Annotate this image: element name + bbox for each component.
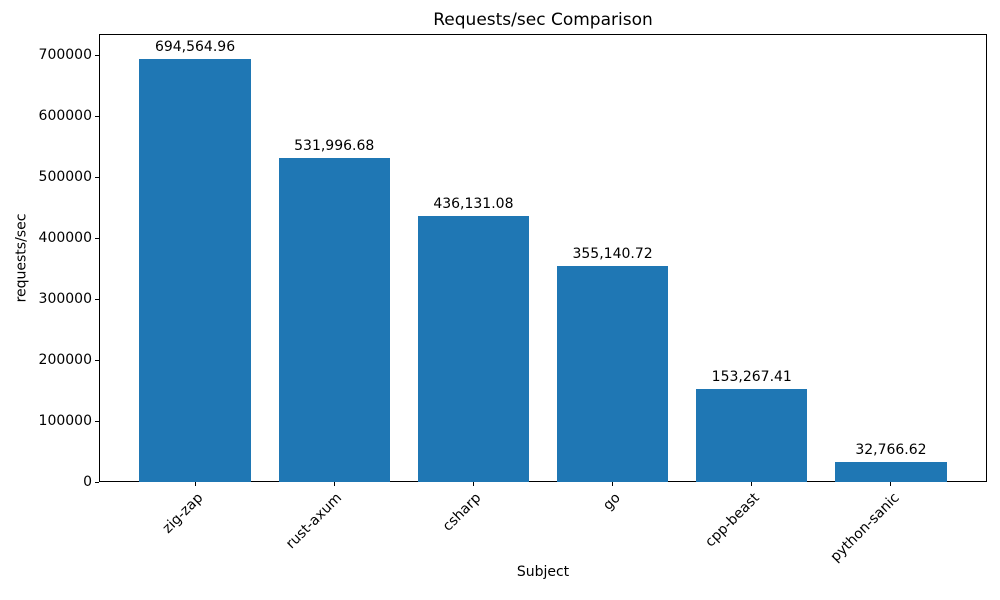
chart-title: Requests/sec Comparison [433,10,653,30]
bar-value-label: 153,267.41 [711,368,792,385]
y-tick-mark [95,359,99,361]
bar [556,265,669,482]
x-tick-label: csharp [440,490,485,535]
y-tick-label: 300000 [38,291,92,308]
y-tick-label: 600000 [38,108,92,125]
x-axis-label: Subject [516,564,570,580]
y-tick-mark [95,298,99,300]
y-tick-label: 200000 [38,352,92,369]
y-tick-label: 400000 [38,230,92,247]
x-tick-mark [751,482,753,486]
y-tick-label: 0 [83,474,92,490]
bar-value-label: 436,131.08 [433,196,514,213]
x-tick-mark [890,482,892,486]
x-tick-mark [472,482,474,486]
x-tick-mark [612,482,614,486]
bar [139,58,251,482]
x-tick-label: go [600,490,624,514]
y-tick-mark [95,54,99,56]
x-tick-label: zig-zap [159,490,207,537]
y-tick-mark [95,115,99,117]
y-tick-label: 100000 [38,413,92,430]
y-tick-mark [95,237,99,239]
x-tick-mark [333,482,335,486]
bar [835,462,947,482]
y-axis-label: requests/sec [13,213,30,303]
plot-area-frame [99,34,987,482]
bar-value-label: 531,996.68 [294,137,375,154]
x-tick-label: rust-axum [283,490,346,553]
y-tick-label: 700000 [38,47,92,64]
bar-value-label: 32,766.62 [855,442,927,459]
y-tick-label: 500000 [38,169,92,186]
bar-value-label: 355,140.72 [572,245,653,262]
bar [696,388,808,482]
x-tick-mark [194,482,196,486]
x-tick-label: python-sanic [827,490,903,566]
y-tick-mark [95,176,99,178]
y-tick-mark [95,481,99,483]
bar [417,216,530,482]
bar-value-label: 694,564.96 [154,38,236,55]
bar [278,157,390,482]
y-tick-mark [95,420,99,422]
x-tick-label: cpp-beast [702,490,764,551]
